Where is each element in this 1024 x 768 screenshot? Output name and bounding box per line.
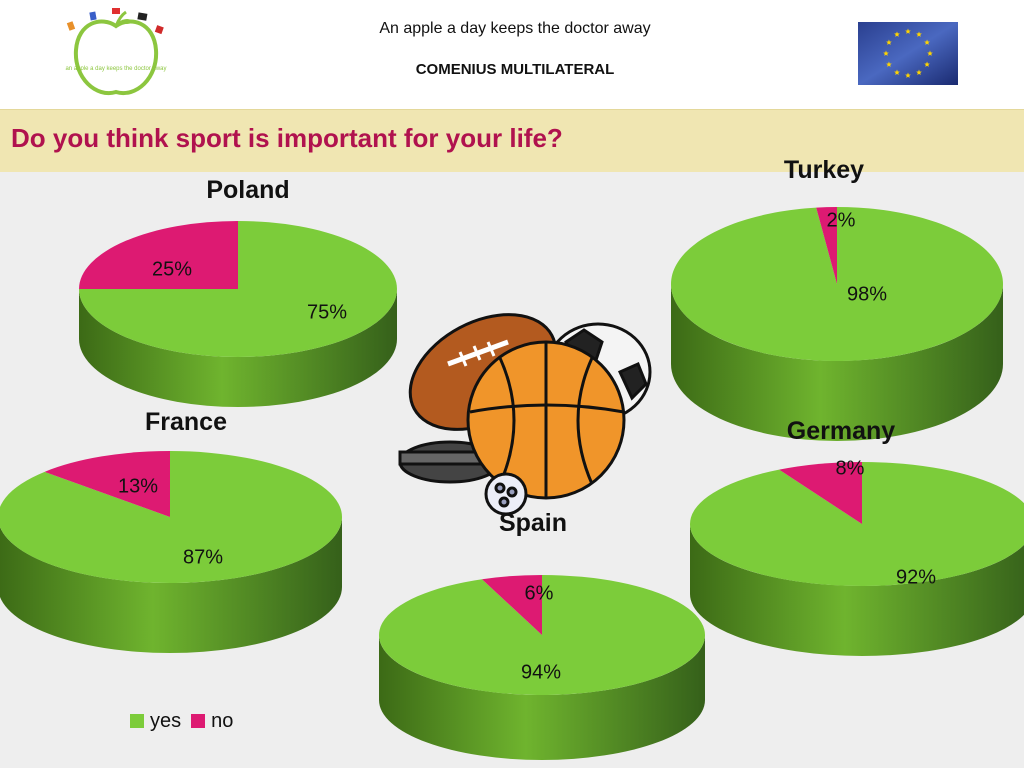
eu-star: [916, 31, 922, 37]
pie-slice-yes-spain: [379, 575, 706, 695]
eu-star: [916, 69, 922, 75]
chart-title-germany: Germany: [786, 417, 896, 445]
legend-item-no: no: [191, 710, 233, 733]
pie-slice-yes-germany: [690, 462, 1024, 586]
legend-label-yes: yes: [150, 709, 182, 732]
pie-slice-no-poland: [79, 221, 238, 289]
legend-swatch-no: [191, 714, 206, 728]
pie-slice-no-spain: [481, 575, 542, 635]
data-label-no-turkey: 2%: [826, 209, 856, 232]
eu-star: [924, 61, 930, 67]
chart-title-turkey: Turkey: [783, 156, 865, 184]
data-label-no-germany: 8%: [835, 457, 865, 480]
pie-side-france: [0, 517, 342, 653]
pie-slice-no-germany: [779, 462, 862, 524]
legend-item-yes: yes: [130, 710, 181, 733]
header: an apple a day keeps the doctor away An …: [0, 0, 1024, 108]
header-subtitle: An apple a day keeps the doctor away: [379, 20, 651, 37]
eu-star: [924, 39, 930, 45]
chart-legend: yes no: [130, 708, 233, 734]
pie-slice-yes-turkey: [670, 207, 1003, 361]
apple-logo: an apple a day keeps the doctor away: [65, 8, 167, 96]
eu-star: [894, 31, 900, 37]
sports-balls-illustration: [398, 313, 652, 516]
pie-side-poland: [79, 289, 397, 407]
data-label-yes-spain: 94%: [520, 661, 562, 684]
pie-slice-no-turkey: [816, 207, 837, 284]
eu-star: [927, 50, 933, 56]
data-label-yes-turkey: 98%: [846, 283, 888, 306]
pie-germany: [690, 462, 1024, 656]
data-label-no-france: 13%: [117, 475, 159, 498]
pie-side-spain: [379, 635, 705, 760]
eu-star: [905, 28, 911, 34]
eu-star: [883, 50, 889, 56]
data-label-yes-poland: 75%: [306, 301, 348, 324]
pie-side-germany: [690, 524, 1024, 656]
data-label-yes-france: 87%: [182, 546, 224, 569]
header-program: COMENIUS MULTILATERAL: [415, 61, 615, 78]
pie-turkey: [670, 207, 1003, 441]
pie-slice-no-france: [44, 451, 170, 517]
eu-star: [905, 72, 911, 78]
chart-title-france: France: [145, 408, 227, 436]
question-title: Do you think sport is important for your…: [11, 123, 563, 153]
logo-text: an apple a day keeps the doctor away: [65, 66, 166, 72]
chart-title-spain: Spain: [498, 509, 568, 537]
eu-flag: [858, 22, 958, 85]
pie-poland: [79, 221, 397, 407]
legend-swatch-yes: [130, 714, 144, 728]
pie-spain: [379, 575, 706, 760]
data-label-no-poland: 25%: [151, 258, 193, 281]
data-label-no-spain: 6%: [524, 582, 554, 605]
eu-star: [886, 61, 892, 67]
pie-slice-yes-france: [0, 451, 343, 583]
legend-label-no: no: [211, 709, 234, 732]
eu-star: [894, 69, 900, 75]
pie-france: [0, 451, 343, 653]
eu-star: [886, 39, 892, 45]
data-label-yes-germany: 92%: [895, 566, 937, 589]
pie-side-turkey: [671, 284, 1003, 441]
question-banner: Do you think sport is important for your…: [0, 109, 1024, 172]
chart-title-poland: Poland: [206, 176, 290, 204]
